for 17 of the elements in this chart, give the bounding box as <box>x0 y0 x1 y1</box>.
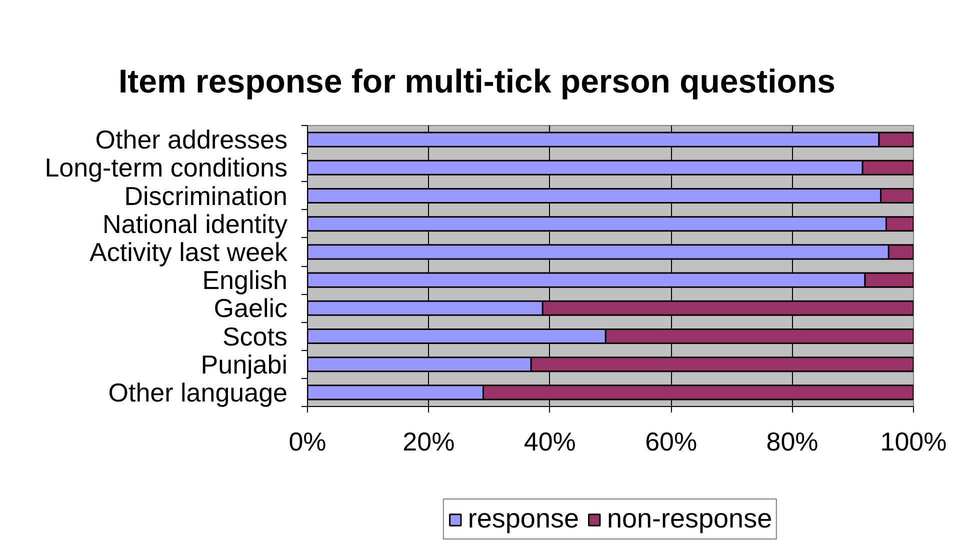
x-tick-label: 20% <box>402 426 455 456</box>
y-tick-label: Scots <box>222 321 288 352</box>
y-tick-label: Long-term conditions <box>44 152 288 183</box>
y-tick-label: National identity <box>102 208 288 239</box>
y-tick-label: Punjabi <box>200 349 288 380</box>
chart-title: Item response for multi-tick person questions <box>118 62 836 100</box>
legend-label: non-response <box>606 504 772 534</box>
x-tick-label: 40% <box>524 426 576 456</box>
y-tick-label: English <box>202 265 288 296</box>
y-tick-label: Other addresses <box>95 124 288 155</box>
x-tick-label: 100% <box>880 426 947 456</box>
y-tick-label: Discrimination <box>124 180 288 211</box>
y-tick-label: Gaelic <box>214 293 288 324</box>
legend-label: response <box>468 504 579 534</box>
x-tick-label: 60% <box>645 426 698 456</box>
x-tick-label: 0% <box>288 426 326 456</box>
x-tick-label: 80% <box>766 426 818 456</box>
